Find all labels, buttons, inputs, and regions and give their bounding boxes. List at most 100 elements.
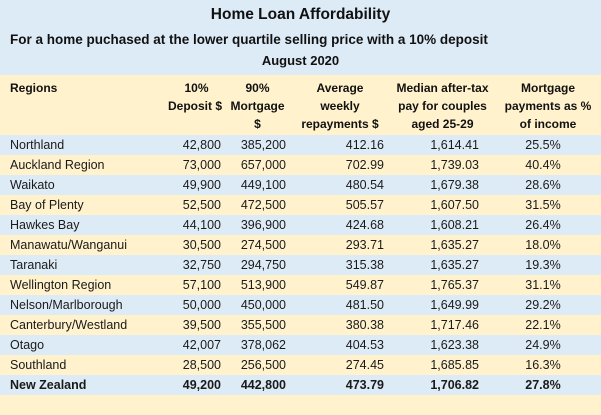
deposit-cell: 32,750: [182, 258, 221, 272]
deposit-cell: 42,800: [182, 138, 221, 152]
mortgage-pct-cell: 19.3%: [525, 258, 561, 272]
region-cell: Taranaki: [10, 258, 58, 272]
header-weekly-repayments: Average weekly repayments $: [301, 81, 379, 131]
mortgage-pct-cell: 26.4%: [525, 218, 561, 232]
deposit-cell: 50,000: [182, 298, 221, 312]
mortgage-cell: 449,100: [240, 178, 286, 192]
median-pay-cell: 1,685.85: [430, 358, 479, 372]
weekly-repayment-cell: 424.68: [345, 218, 384, 232]
median-pay-cell: 1,717.46: [430, 318, 479, 332]
median-pay-cell: 1,635.27: [430, 258, 479, 272]
weekly-repayment-cell: 505.57: [345, 198, 384, 212]
weekly-repayment-cell: 380.38: [345, 318, 384, 332]
header-deposit: 10% Deposit $: [167, 81, 222, 113]
table-row: Taranaki 32,750 294,750 315.38 1,635.27 19.3%: [0, 255, 601, 275]
deposit-cell: 42,007: [182, 338, 221, 352]
region-cell: New Zealand: [10, 378, 87, 392]
mortgage-pct-cell: 31.1%: [525, 278, 561, 292]
mortgage-pct-cell: 16.3%: [525, 358, 561, 372]
region-cell: Wellington Region: [10, 278, 112, 292]
table-row: Canterbury/Westland 39,500 355,500 380.38 1,…: [0, 315, 601, 335]
weekly-repayment-cell: 315.38: [345, 258, 384, 272]
weekly-repayment-cell: 274.45: [345, 358, 384, 372]
mortgage-pct-cell: 29.2%: [525, 298, 561, 312]
deposit-cell: 39,500: [182, 318, 221, 332]
deposit-cell: 28,500: [182, 358, 221, 372]
title-band: Home Loan Affordability For a home pucha…: [0, 0, 601, 75]
mortgage-cell: 442,800: [240, 378, 286, 392]
mortgage-pct-cell: 28.6%: [525, 178, 561, 192]
deposit-cell: 57,100: [182, 278, 221, 292]
header-mortgage: 90% Mortgage $: [230, 81, 285, 131]
median-pay-cell: 1,679.38: [430, 178, 479, 192]
mortgage-pct-cell: 40.4%: [525, 158, 561, 172]
weekly-repayment-cell: 404.53: [345, 338, 384, 352]
weekly-repayment-cell: 293.71: [345, 238, 384, 252]
median-pay-cell: 1,607.50: [430, 198, 479, 212]
table-row: Manawatu/Wanganui 30,500 274,500 293.71 1,63…: [0, 235, 601, 255]
affordability-table: Regions 10% Deposit $ 90% Mortgage $ Ave…: [0, 75, 601, 395]
region-cell: Southland: [10, 358, 67, 372]
table-row: Hawkes Bay 44,100 396,900 424.68 1,608.21 26.…: [0, 215, 601, 235]
region-cell: Nelson/Marlborough: [10, 298, 123, 312]
table-row: Northland 42,800 385,200 412.16 1,614.41 25.5…: [0, 135, 601, 155]
mortgage-cell: 513,900: [240, 278, 286, 292]
median-pay-cell: 1,635.27: [430, 238, 479, 252]
table-row: Auckland Region 73,000 657,000 702.99 1,739.…: [0, 155, 601, 175]
deposit-cell: 49,200: [182, 378, 221, 392]
region-cell: Canterbury/Westland: [10, 318, 128, 332]
weekly-repayment-cell: 480.54: [345, 178, 384, 192]
region-cell: Bay of Plenty: [10, 198, 84, 212]
mortgage-pct-cell: 24.9%: [525, 338, 561, 352]
report-date: August 2020: [261, 53, 340, 68]
page-title: Home Loan Affordability: [210, 6, 391, 23]
mortgage-cell: 274,500: [240, 238, 286, 252]
table-row: Wellington Region 57,100 513,900 549.87 1,76…: [0, 275, 601, 295]
mortgage-pct-cell: 25.5%: [525, 138, 561, 152]
mortgage-cell: 256,500: [240, 358, 286, 372]
median-pay-cell: 1,623.38: [430, 338, 479, 352]
median-pay-cell: 1,614.41: [430, 138, 479, 152]
mortgage-cell: 396,900: [240, 218, 286, 232]
header-regions: Regions: [10, 81, 58, 95]
total-row: New Zealand 49,200 442,800 473.79 1,706.82 27…: [0, 375, 601, 395]
region-cell: Northland: [10, 138, 65, 152]
median-pay-cell: 1,706.82: [430, 378, 479, 392]
deposit-cell: 30,500: [182, 238, 221, 252]
deposit-cell: 73,000: [182, 158, 221, 172]
mortgage-cell: 378,062: [240, 338, 286, 352]
mortgage-cell: 450,000: [240, 298, 286, 312]
median-pay-cell: 1,765.37: [430, 278, 479, 292]
weekly-repayment-cell: 702.99: [345, 158, 384, 172]
median-pay-cell: 1,608.21: [430, 218, 479, 232]
table-row: Waikato 49,900 449,100 480.54 1,679.38 28.6%: [0, 175, 601, 195]
deposit-cell: 44,100: [182, 218, 221, 232]
table-row: Bay of Plenty 52,500 472,500 505.57 1,607.50…: [0, 195, 601, 215]
table-row: Otago 42,007 378,062 404.53 1,623.38 24.9%: [0, 335, 601, 355]
mortgage-pct-cell: 27.8%: [525, 378, 561, 392]
header-mortgage-pct: Mortgage payments as % of income: [504, 81, 592, 131]
region-cell: Auckland Region: [10, 158, 105, 172]
page-subtitle: For a home puchased at the lower quartil…: [10, 32, 488, 47]
table-row: Southland 28,500 256,500 274.45 1,685.85 16.3…: [0, 355, 601, 375]
weekly-repayment-cell: 549.87: [345, 278, 384, 292]
deposit-cell: 52,500: [182, 198, 221, 212]
median-pay-cell: 1,649.99: [430, 298, 479, 312]
mortgage-cell: 294,750: [240, 258, 286, 272]
mortgage-pct-cell: 18.0%: [525, 238, 561, 252]
median-pay-cell: 1,739.03: [430, 158, 479, 172]
region-cell: Manawatu/Wanganui: [10, 238, 127, 252]
header-row: Regions 10% Deposit $ 90% Mortgage $ Ave…: [0, 75, 601, 135]
mortgage-pct-cell: 22.1%: [525, 318, 561, 332]
mortgage-pct-cell: 31.5%: [525, 198, 561, 212]
region-cell: Waikato: [10, 178, 55, 192]
deposit-cell: 49,900: [182, 178, 221, 192]
table-row: Nelson/Marlborough 50,000 450,000 481.50 1,6…: [0, 295, 601, 315]
mortgage-cell: 472,500: [240, 198, 286, 212]
weekly-repayment-cell: 412.16: [345, 138, 384, 152]
mortgage-cell: 657,000: [240, 158, 286, 172]
header-median-pay: Median after-tax pay for couples aged 25…: [396, 81, 489, 131]
region-cell: Otago: [10, 338, 45, 352]
mortgage-cell: 385,200: [240, 138, 286, 152]
region-cell: Hawkes Bay: [10, 218, 80, 232]
